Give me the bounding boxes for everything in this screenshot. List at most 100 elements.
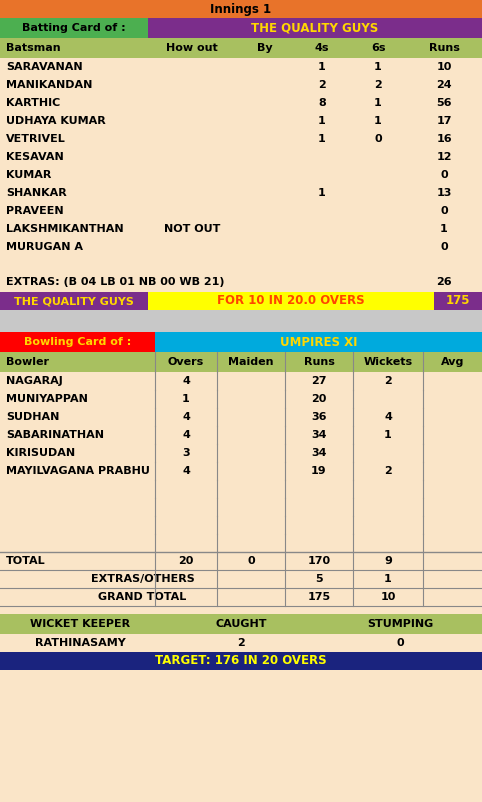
Text: 0: 0 bbox=[440, 206, 448, 216]
Text: 5: 5 bbox=[315, 574, 323, 584]
Text: 170: 170 bbox=[308, 556, 331, 566]
Bar bbox=[0, 38, 482, 58]
Text: Overs: Overs bbox=[168, 357, 204, 367]
Text: 1: 1 bbox=[318, 134, 326, 144]
Bar bbox=[0, 534, 482, 552]
Bar bbox=[0, 390, 482, 408]
Bar bbox=[0, 332, 155, 352]
Text: 34: 34 bbox=[311, 448, 327, 458]
Text: 1: 1 bbox=[374, 62, 382, 72]
Bar bbox=[0, 76, 482, 94]
Text: TARGET: 176 IN 20 OVERS: TARGET: 176 IN 20 OVERS bbox=[155, 654, 327, 667]
Text: 3: 3 bbox=[182, 448, 190, 458]
Bar bbox=[0, 426, 482, 444]
Bar bbox=[0, 256, 482, 272]
Text: Innings 1: Innings 1 bbox=[211, 2, 271, 15]
Bar bbox=[0, 480, 482, 498]
Text: KUMAR: KUMAR bbox=[6, 170, 52, 180]
Bar bbox=[0, 552, 482, 570]
Text: Batting Card of :: Batting Card of : bbox=[22, 23, 126, 33]
Bar bbox=[148, 18, 482, 38]
Text: Bowler: Bowler bbox=[6, 357, 49, 367]
Text: Maiden: Maiden bbox=[228, 357, 274, 367]
Text: Runs: Runs bbox=[304, 357, 335, 367]
Bar bbox=[0, 58, 482, 76]
Text: KIRISUDAN: KIRISUDAN bbox=[6, 448, 75, 458]
Text: 56: 56 bbox=[436, 98, 452, 108]
Text: Runs: Runs bbox=[428, 43, 459, 53]
Text: 0: 0 bbox=[440, 242, 448, 252]
Text: EXTRAS: (B 04 LB 01 NB 00 WB 21): EXTRAS: (B 04 LB 01 NB 00 WB 21) bbox=[6, 277, 225, 287]
Text: 2: 2 bbox=[318, 80, 326, 90]
Text: 2: 2 bbox=[237, 638, 245, 648]
Text: 9: 9 bbox=[384, 556, 392, 566]
Text: 36: 36 bbox=[311, 412, 327, 422]
Bar bbox=[0, 272, 482, 292]
Text: GRAND TOTAL: GRAND TOTAL bbox=[98, 592, 187, 602]
Text: Bowling Card of :: Bowling Card of : bbox=[24, 337, 131, 347]
Text: 175: 175 bbox=[308, 592, 331, 602]
Bar bbox=[0, 94, 482, 112]
Bar bbox=[0, 498, 482, 516]
Text: THE QUALITY GUYS: THE QUALITY GUYS bbox=[252, 22, 379, 34]
Bar bbox=[0, 588, 482, 606]
Text: WICKET KEEPER: WICKET KEEPER bbox=[30, 619, 130, 629]
Bar bbox=[0, 202, 482, 220]
Text: 27: 27 bbox=[311, 376, 327, 386]
Text: KESAVAN: KESAVAN bbox=[6, 152, 64, 162]
Text: THE QUALITY GUYS: THE QUALITY GUYS bbox=[14, 296, 134, 306]
Bar bbox=[155, 332, 482, 352]
Text: 13: 13 bbox=[436, 188, 452, 198]
Text: 4: 4 bbox=[182, 430, 190, 440]
Text: 2: 2 bbox=[384, 466, 392, 476]
Bar bbox=[0, 148, 482, 166]
Text: STUMPING: STUMPING bbox=[367, 619, 433, 629]
Text: UDHAYA KUMAR: UDHAYA KUMAR bbox=[6, 116, 106, 126]
Bar bbox=[0, 166, 482, 184]
Text: 4: 4 bbox=[182, 376, 190, 386]
Text: 0: 0 bbox=[374, 134, 382, 144]
Text: 4s: 4s bbox=[315, 43, 329, 53]
Bar bbox=[0, 516, 482, 534]
Text: 16: 16 bbox=[436, 134, 452, 144]
Bar bbox=[0, 606, 482, 614]
Text: 4: 4 bbox=[384, 412, 392, 422]
Text: 20: 20 bbox=[311, 394, 327, 404]
Text: 0: 0 bbox=[247, 556, 255, 566]
Bar bbox=[0, 408, 482, 426]
Text: 1: 1 bbox=[374, 98, 382, 108]
Bar bbox=[0, 0, 482, 18]
Text: FOR 10 IN 20.0 OVERS: FOR 10 IN 20.0 OVERS bbox=[217, 294, 365, 307]
Text: MUNIYAPPAN: MUNIYAPPAN bbox=[6, 394, 88, 404]
Text: SUDHAN: SUDHAN bbox=[6, 412, 59, 422]
Bar bbox=[0, 634, 482, 652]
Bar bbox=[0, 184, 482, 202]
Bar bbox=[0, 352, 482, 372]
Text: 34: 34 bbox=[311, 430, 327, 440]
Text: 1: 1 bbox=[182, 394, 190, 404]
Text: SABARINATHAN: SABARINATHAN bbox=[6, 430, 104, 440]
Text: 1: 1 bbox=[440, 224, 448, 234]
Text: 2: 2 bbox=[374, 80, 382, 90]
Text: 1: 1 bbox=[318, 116, 326, 126]
Text: 20: 20 bbox=[178, 556, 194, 566]
Text: 1: 1 bbox=[384, 430, 392, 440]
Bar bbox=[0, 310, 482, 332]
Text: CAUGHT: CAUGHT bbox=[215, 619, 267, 629]
Bar bbox=[0, 220, 482, 238]
Text: How out: How out bbox=[166, 43, 218, 53]
Bar bbox=[0, 444, 482, 462]
Bar bbox=[434, 292, 482, 310]
Text: 6s: 6s bbox=[371, 43, 385, 53]
Text: 1: 1 bbox=[384, 574, 392, 584]
Bar bbox=[0, 238, 482, 256]
Text: UMPIRES XI: UMPIRES XI bbox=[280, 335, 357, 349]
Text: 17: 17 bbox=[436, 116, 452, 126]
Text: MANIKANDAN: MANIKANDAN bbox=[6, 80, 93, 90]
Text: Wickets: Wickets bbox=[363, 357, 413, 367]
Text: MURUGAN A: MURUGAN A bbox=[6, 242, 83, 252]
Text: 1: 1 bbox=[318, 188, 326, 198]
Bar bbox=[0, 292, 148, 310]
Text: Batsman: Batsman bbox=[6, 43, 61, 53]
Text: 4: 4 bbox=[182, 412, 190, 422]
